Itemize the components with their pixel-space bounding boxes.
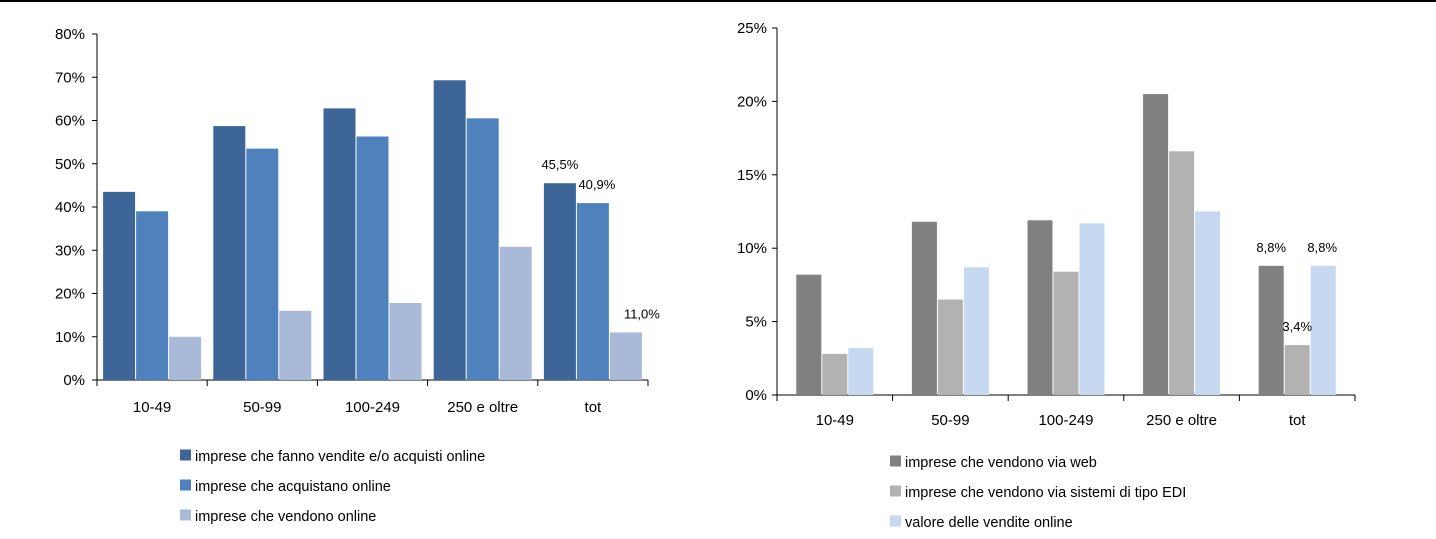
bar bbox=[389, 303, 422, 380]
x-category-label: 10-49 bbox=[133, 399, 171, 416]
y-tick-label: 80% bbox=[55, 26, 85, 43]
bar bbox=[796, 274, 822, 395]
y-tick-label: 10% bbox=[55, 329, 85, 346]
bar bbox=[1079, 223, 1105, 395]
y-tick-label: 70% bbox=[55, 69, 85, 86]
y-tick-label: 15% bbox=[737, 167, 767, 184]
bar bbox=[433, 80, 466, 380]
y-tick-label: 5% bbox=[745, 314, 767, 331]
data-label: 8,8% bbox=[1307, 240, 1337, 255]
bar bbox=[963, 267, 989, 395]
x-category-label: 50-99 bbox=[243, 399, 281, 416]
y-tick-label: 60% bbox=[55, 113, 85, 130]
bar bbox=[1027, 220, 1053, 395]
legend-swatch bbox=[180, 449, 191, 461]
bar bbox=[1310, 265, 1336, 395]
bar bbox=[1258, 265, 1284, 395]
data-label: 8,8% bbox=[1256, 240, 1286, 255]
bar bbox=[822, 353, 848, 395]
y-tick-label: 30% bbox=[55, 242, 85, 259]
legend-label: imprese che vendono via web bbox=[905, 455, 1097, 471]
legend-label: imprese che vendono online bbox=[195, 509, 376, 525]
y-tick-label: 40% bbox=[55, 199, 85, 216]
bar bbox=[576, 203, 609, 380]
x-category-label: 50-99 bbox=[931, 412, 969, 429]
x-category-label: tot bbox=[585, 399, 603, 416]
legend-label: valore delle vendite online bbox=[905, 515, 1073, 531]
legend-label: imprese che acquistano online bbox=[195, 479, 391, 495]
x-category-label: tot bbox=[1289, 412, 1307, 429]
y-tick-label: 0% bbox=[745, 387, 767, 404]
legend-swatch bbox=[890, 485, 901, 497]
legend-swatch bbox=[180, 509, 191, 521]
y-tick-label: 20% bbox=[55, 286, 85, 303]
bar bbox=[609, 332, 642, 380]
y-tick-label: 25% bbox=[737, 20, 767, 37]
x-category-label: 250 e oltre bbox=[447, 399, 518, 416]
legend-swatch bbox=[180, 479, 191, 491]
bar bbox=[499, 246, 532, 380]
legend-label: imprese che vendono via sistemi di tipo … bbox=[905, 485, 1186, 501]
y-tick-label: 20% bbox=[737, 93, 767, 110]
bar bbox=[848, 348, 874, 395]
bar bbox=[911, 221, 937, 395]
x-category-label: 250 e oltre bbox=[1146, 412, 1217, 429]
bar bbox=[1169, 151, 1195, 395]
top-rule bbox=[0, 0, 1436, 2]
legend-swatch bbox=[890, 455, 901, 467]
data-label: 45,5% bbox=[541, 157, 578, 172]
bar bbox=[169, 336, 202, 380]
y-tick-label: 50% bbox=[55, 156, 85, 173]
legend-label: imprese che fanno vendite e/o acquisti o… bbox=[195, 449, 485, 465]
y-tick-label: 0% bbox=[63, 372, 85, 389]
bar bbox=[279, 310, 312, 380]
bar bbox=[1143, 94, 1169, 395]
bar bbox=[213, 126, 246, 380]
bar bbox=[543, 183, 576, 380]
y-tick-label: 10% bbox=[737, 240, 767, 257]
right-chart: 0% 5% 10% 15% 20% 25% 10-49 50-99 100-249 250 e o… bbox=[737, 20, 1356, 531]
data-label: 40,9% bbox=[578, 177, 615, 192]
bar bbox=[103, 191, 136, 380]
bar bbox=[1195, 211, 1221, 395]
bar bbox=[1284, 345, 1310, 395]
bar bbox=[356, 136, 389, 380]
bar bbox=[136, 211, 169, 380]
data-label: 3,4% bbox=[1282, 319, 1312, 334]
bar bbox=[937, 299, 963, 395]
x-category-label: 100-249 bbox=[345, 399, 400, 416]
bar bbox=[466, 118, 499, 381]
x-category-label: 10-49 bbox=[816, 412, 854, 429]
x-category-label: 100-249 bbox=[1038, 412, 1093, 429]
bar bbox=[1053, 271, 1079, 395]
legend-swatch bbox=[890, 515, 901, 527]
data-label: 11,0% bbox=[624, 306, 660, 321]
left-chart: 0% 10% 20% 30% 40% 50% 60% 70% 80% 10-49 50-99 100-… bbox=[55, 26, 660, 525]
bar bbox=[246, 148, 279, 380]
bar bbox=[323, 108, 356, 380]
